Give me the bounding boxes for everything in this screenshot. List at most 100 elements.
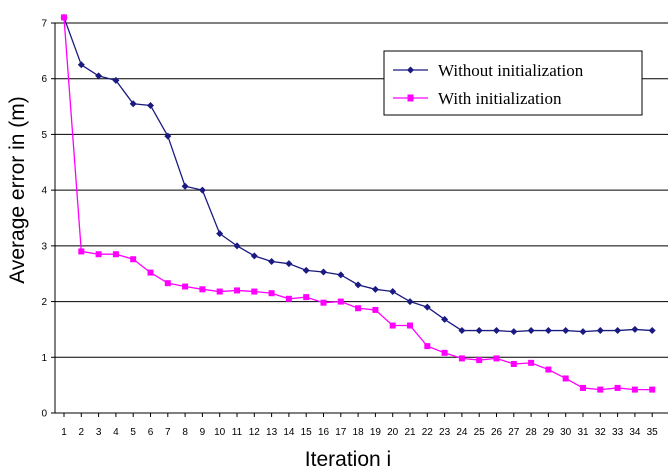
data-point-s1-17 <box>337 298 344 305</box>
legend-label-with-init: With initialization <box>438 89 562 108</box>
x-tick-label-17: 17 <box>335 427 347 438</box>
data-point-s0-15 <box>302 266 310 274</box>
legend-box <box>383 50 643 116</box>
data-point-s0-7 <box>164 132 172 140</box>
legend-label-without-init: Without initialization <box>438 61 584 80</box>
x-tick-label-20: 20 <box>387 427 399 438</box>
x-tick-label-4: 4 <box>113 427 119 438</box>
data-point-s0-11 <box>233 242 241 250</box>
series-markers <box>60 13 656 393</box>
x-tick-labels: 1 2 3 4 5 6 7 8 9 10 11 12 13 14 15 16 17 18 19 20 21 22 23 24 2… <box>61 427 658 438</box>
data-point-s1-20 <box>389 322 396 329</box>
data-point-s1-21 <box>407 322 413 329</box>
x-tick-label-30: 30 <box>560 427 572 438</box>
data-point-s1-32 <box>597 386 604 393</box>
data-point-s1-18 <box>355 305 362 312</box>
data-point-s1-8 <box>182 283 189 290</box>
x-tick-label-26: 26 <box>491 427 503 438</box>
x-tick-label-7: 7 <box>165 427 171 438</box>
data-point-s1-4 <box>112 251 119 258</box>
data-point-s1-28 <box>528 359 535 366</box>
x-tick-label-1: 1 <box>61 427 67 438</box>
data-point-s1-34 <box>631 386 638 393</box>
y-tick-label-2: 2 <box>41 297 47 308</box>
data-point-s0-18 <box>354 281 362 289</box>
data-point-s0-29 <box>544 327 552 335</box>
data-point-s1-2 <box>78 248 85 255</box>
data-point-s0-12 <box>250 252 258 260</box>
y-tick-labels: 0 1 2 3 4 5 6 7 <box>41 19 47 420</box>
data-point-s1-30 <box>562 375 569 382</box>
y-axis-title: Average error in (m) <box>6 96 29 284</box>
data-point-s0-16 <box>320 268 327 276</box>
data-point-s0-3 <box>95 72 103 80</box>
data-point-s1-23 <box>441 349 448 356</box>
x-tick-label-35: 35 <box>647 427 659 438</box>
x-tick-label-12: 12 <box>249 427 261 438</box>
x-tick-label-10: 10 <box>214 427 226 438</box>
data-point-s0-23 <box>441 315 449 323</box>
x-tick-label-5: 5 <box>130 427 136 438</box>
x-tick-label-33: 33 <box>612 427 624 438</box>
data-point-s1-14 <box>285 295 292 302</box>
data-point-s1-25 <box>476 357 483 364</box>
y-tick-label-7: 7 <box>41 19 47 30</box>
data-point-s0-6 <box>147 101 154 109</box>
y-tick-label-6: 6 <box>41 74 47 85</box>
data-point-s1-16 <box>320 299 327 306</box>
data-point-s0-10 <box>216 230 224 238</box>
x-tick-label-29: 29 <box>543 427 555 438</box>
x-tick-label-22: 22 <box>422 427 434 438</box>
data-point-s1-22 <box>424 343 431 350</box>
data-point-s0-4 <box>112 76 120 84</box>
x-tick-label-3: 3 <box>96 427 102 438</box>
x-tick-label-15: 15 <box>301 427 313 438</box>
data-point-s0-19 <box>371 285 379 293</box>
data-point-s1-29 <box>545 366 552 373</box>
y-tick-label-5: 5 <box>41 130 47 141</box>
data-point-s0-32 <box>596 327 604 335</box>
y-tick-label-1: 1 <box>41 353 47 364</box>
data-point-s1-35 <box>649 386 656 393</box>
legend: Without initialization With initializati… <box>383 50 643 116</box>
x-tick-label-14: 14 <box>283 427 295 438</box>
data-point-s1-9 <box>199 286 206 293</box>
data-point-s0-30 <box>562 327 570 335</box>
x-axis-title: Iteration i <box>305 448 391 471</box>
data-point-s1-15 <box>303 294 310 301</box>
x-tick-label-19: 19 <box>370 427 382 438</box>
data-point-s1-13 <box>268 290 275 297</box>
data-point-s0-14 <box>285 260 293 268</box>
data-point-s1-31 <box>580 384 586 391</box>
x-tick-label-25: 25 <box>474 427 486 438</box>
data-point-s1-33 <box>614 384 621 391</box>
x-tick-label-8: 8 <box>182 427 188 438</box>
data-point-s0-31 <box>579 328 587 336</box>
data-point-s0-28 <box>527 327 535 335</box>
x-tick-label-21: 21 <box>404 427 416 438</box>
data-point-s0-9 <box>198 186 206 194</box>
data-point-s1-11 <box>234 287 240 294</box>
x-tick-label-9: 9 <box>200 427 206 438</box>
data-point-s1-5 <box>130 256 137 263</box>
x-tick-label-24: 24 <box>456 427 468 438</box>
data-point-s0-13 <box>268 257 276 265</box>
y-tick-label-0: 0 <box>41 409 47 420</box>
x-tick-label-16: 16 <box>318 427 330 438</box>
data-point-s1-3 <box>95 251 102 258</box>
data-point-s1-1 <box>61 14 67 21</box>
data-point-s0-35 <box>648 327 656 335</box>
data-point-s1-12 <box>251 288 258 295</box>
x-tick-label-28: 28 <box>526 427 538 438</box>
data-point-s1-10 <box>216 288 223 295</box>
data-point-s0-17 <box>337 271 345 279</box>
legend-marker-with-init <box>407 94 414 102</box>
data-point-s0-27 <box>510 328 518 336</box>
y-tick-label-4: 4 <box>41 186 47 197</box>
x-tick-label-31: 31 <box>577 427 589 438</box>
x-tick-label-13: 13 <box>266 427 278 438</box>
data-point-s1-6 <box>147 269 154 276</box>
data-point-s0-24 <box>458 327 466 335</box>
x-tick-label-18: 18 <box>353 427 365 438</box>
